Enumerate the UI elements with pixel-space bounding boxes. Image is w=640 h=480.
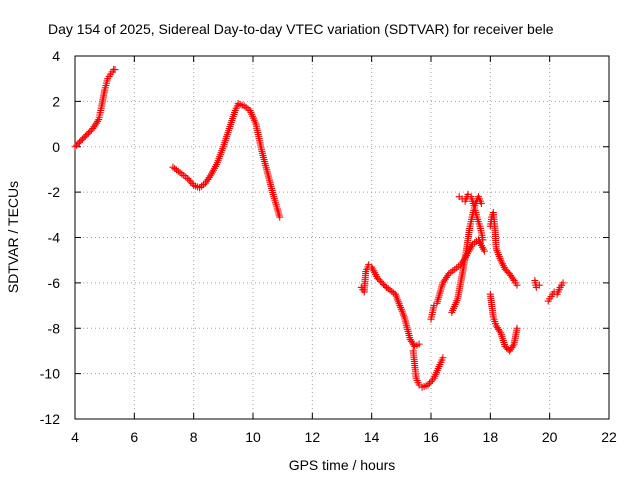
- x-tick-label: 16: [423, 429, 439, 445]
- x-tick-label: 4: [71, 429, 79, 445]
- data-point-marker: [384, 285, 392, 293]
- data-point-marker: [386, 286, 394, 294]
- data-point-marker: [72, 141, 80, 149]
- data-point-marker: [426, 379, 434, 387]
- x-tick-label: 14: [364, 429, 380, 445]
- data-point-marker: [78, 135, 86, 143]
- x-tick-label: 18: [483, 429, 499, 445]
- x-axis-label: GPS time / hours: [289, 457, 396, 473]
- data-point-marker: [187, 178, 195, 186]
- series-arc5: [427, 236, 488, 323]
- data-point-marker: [383, 283, 390, 291]
- series-arc3: [357, 261, 423, 350]
- y-tick-label: 4: [52, 48, 60, 64]
- y-tick-label: -4: [48, 230, 61, 246]
- data-point-marker: [83, 131, 91, 139]
- y-tick-label: 2: [52, 93, 60, 109]
- series-arc10: [531, 277, 543, 291]
- data-point-marker: [184, 175, 192, 183]
- data-point-marker: [375, 276, 383, 284]
- data-point-marker: [374, 274, 382, 282]
- series-arc11: [544, 279, 567, 305]
- data-point-marker: [509, 275, 517, 283]
- plot-frame: [74, 55, 610, 420]
- data-point-marker: [185, 176, 193, 184]
- data-point-marker: [169, 163, 177, 171]
- data-point-marker: [427, 378, 435, 386]
- data-point-marker: [496, 327, 504, 335]
- y-tick-label: 0: [52, 139, 60, 155]
- series-arc2: [169, 100, 284, 221]
- data-point-marker: [513, 281, 521, 289]
- data-point-marker: [86, 128, 94, 136]
- series-arc8: [486, 209, 521, 289]
- data-point-marker: [71, 143, 79, 151]
- data-point-marker: [378, 279, 386, 287]
- data-point-marker: [480, 247, 488, 255]
- data-point-marker: [509, 342, 517, 350]
- data-point-marker: [276, 213, 284, 221]
- grid-lines: [75, 56, 609, 419]
- data-point-marker: [81, 132, 89, 140]
- data-point-marker: [171, 165, 179, 173]
- data-point-marker: [172, 166, 180, 174]
- data-point-marker: [503, 267, 511, 275]
- y-tick-label: -6: [48, 275, 61, 291]
- x-tick-label: 6: [130, 429, 138, 445]
- y-tick-label: -12: [40, 411, 60, 427]
- data-point-marker: [77, 137, 85, 145]
- series-arc4: [409, 347, 447, 391]
- data-point-marker: [428, 376, 436, 384]
- data-point-marker: [111, 66, 119, 74]
- data-point-marker: [388, 287, 396, 295]
- series-arc6: [448, 193, 485, 316]
- data-point-marker: [559, 279, 567, 287]
- x-tick-labels: 4 6 8 10 12 14 16 18 20 22: [71, 429, 617, 445]
- data-point-marker: [439, 354, 447, 362]
- chart-title: Day 154 of 2025, Sidereal Day-to-day VTE…: [48, 21, 554, 37]
- data-point-marker: [176, 169, 184, 177]
- data-point-marker: [424, 381, 432, 389]
- data-point-marker: [174, 167, 182, 175]
- data-points: [71, 66, 567, 391]
- y-tick-label: -2: [48, 184, 61, 200]
- data-point-marker: [377, 277, 385, 285]
- y-tick-label: -8: [48, 320, 61, 336]
- x-tick-label: 20: [542, 429, 558, 445]
- data-point-marker: [410, 341, 418, 349]
- data-point-marker: [479, 236, 487, 244]
- data-point-marker: [513, 324, 521, 332]
- data-point-marker: [477, 199, 485, 207]
- data-point-marker: [380, 280, 388, 288]
- data-point-marker: [80, 134, 88, 142]
- data-point-marker: [501, 342, 509, 350]
- y-tick-labels: 4 2 0 -2 -4 -6 -8 -10 -12: [40, 48, 60, 427]
- x-tick-label: 10: [245, 429, 261, 445]
- x-tick-label: 12: [305, 429, 321, 445]
- series-arc9: [486, 290, 521, 355]
- data-point-marker: [415, 340, 423, 348]
- data-point-marker: [74, 140, 82, 148]
- y-tick-label: -10: [40, 366, 60, 382]
- series-arc7: [455, 190, 487, 244]
- data-point-marker: [84, 129, 92, 137]
- y-axis-label: SDTVAR / TECUs: [5, 181, 21, 293]
- x-tick-label: 22: [601, 429, 617, 445]
- series-arc1: [71, 66, 119, 151]
- data-point-marker: [501, 265, 509, 273]
- x-tick-label: 8: [190, 429, 198, 445]
- data-point-marker: [75, 138, 83, 146]
- data-point-marker: [535, 281, 543, 289]
